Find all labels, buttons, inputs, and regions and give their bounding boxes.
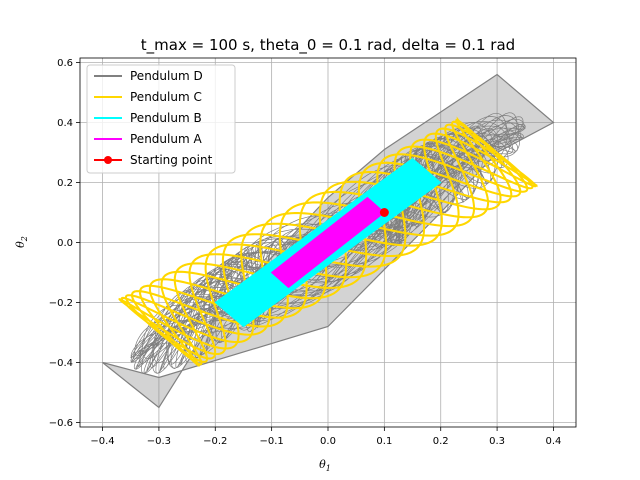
y-tick-label: −0.2 xyxy=(49,298,73,309)
legend-label-pendulum-d: Pendulum D xyxy=(130,69,203,83)
x-tick-label: 0.0 xyxy=(320,436,336,447)
legend-label-pendulum-a: Pendulum A xyxy=(130,132,202,146)
x-tick-label: 0.3 xyxy=(489,436,505,447)
starting-point-marker xyxy=(379,208,389,217)
y-tick-label: −0.6 xyxy=(49,418,73,429)
x-tick-label: 0.4 xyxy=(546,436,562,447)
x-tick-label: −0.4 xyxy=(90,436,114,447)
chart-title: t_max = 100 s, theta_0 = 0.1 rad, delta … xyxy=(141,36,515,55)
legend-box xyxy=(86,64,236,174)
x-axis-symbol: θ xyxy=(319,458,326,471)
legend-label-pendulum-c: Pendulum C xyxy=(130,90,202,104)
legend-label-starting-point: Starting point xyxy=(130,153,213,167)
x-tick-label: −0.1 xyxy=(259,436,283,447)
y-axis-symbol: θ xyxy=(14,241,27,248)
y-tick-label: 0.2 xyxy=(57,178,73,189)
x-tick-label: −0.3 xyxy=(147,436,171,447)
y-tick-label: −0.4 xyxy=(49,358,73,369)
axis-ticks: −0.4 −0.3 −0.2 −0.1 0.0 0.1 0.2 0.3 0.4 −0.6 −0.4 −… xyxy=(49,58,562,447)
series-layer xyxy=(102,73,555,409)
y-tick-label: 0.0 xyxy=(57,238,73,249)
legend-label-pendulum-b: Pendulum B xyxy=(130,111,202,125)
legend-marker-starting-point xyxy=(104,156,112,164)
x-tick-label: −0.2 xyxy=(203,436,227,447)
x-tick-label: 0.2 xyxy=(433,436,449,447)
legend: Pendulum D Pendulum C Pendulum B Pendulu… xyxy=(86,64,236,174)
x-tick-label: 0.1 xyxy=(376,436,392,447)
y-tick-label: 0.4 xyxy=(57,118,73,129)
x-axis-title: θ1 xyxy=(319,458,331,473)
y-axis-title: θ2 xyxy=(14,236,29,248)
y-axis-subscript: 2 xyxy=(20,236,29,242)
y-tick-label: 0.6 xyxy=(57,58,73,69)
x-axis-subscript: 1 xyxy=(326,464,331,473)
pendulum-d-trajectory xyxy=(130,112,526,374)
